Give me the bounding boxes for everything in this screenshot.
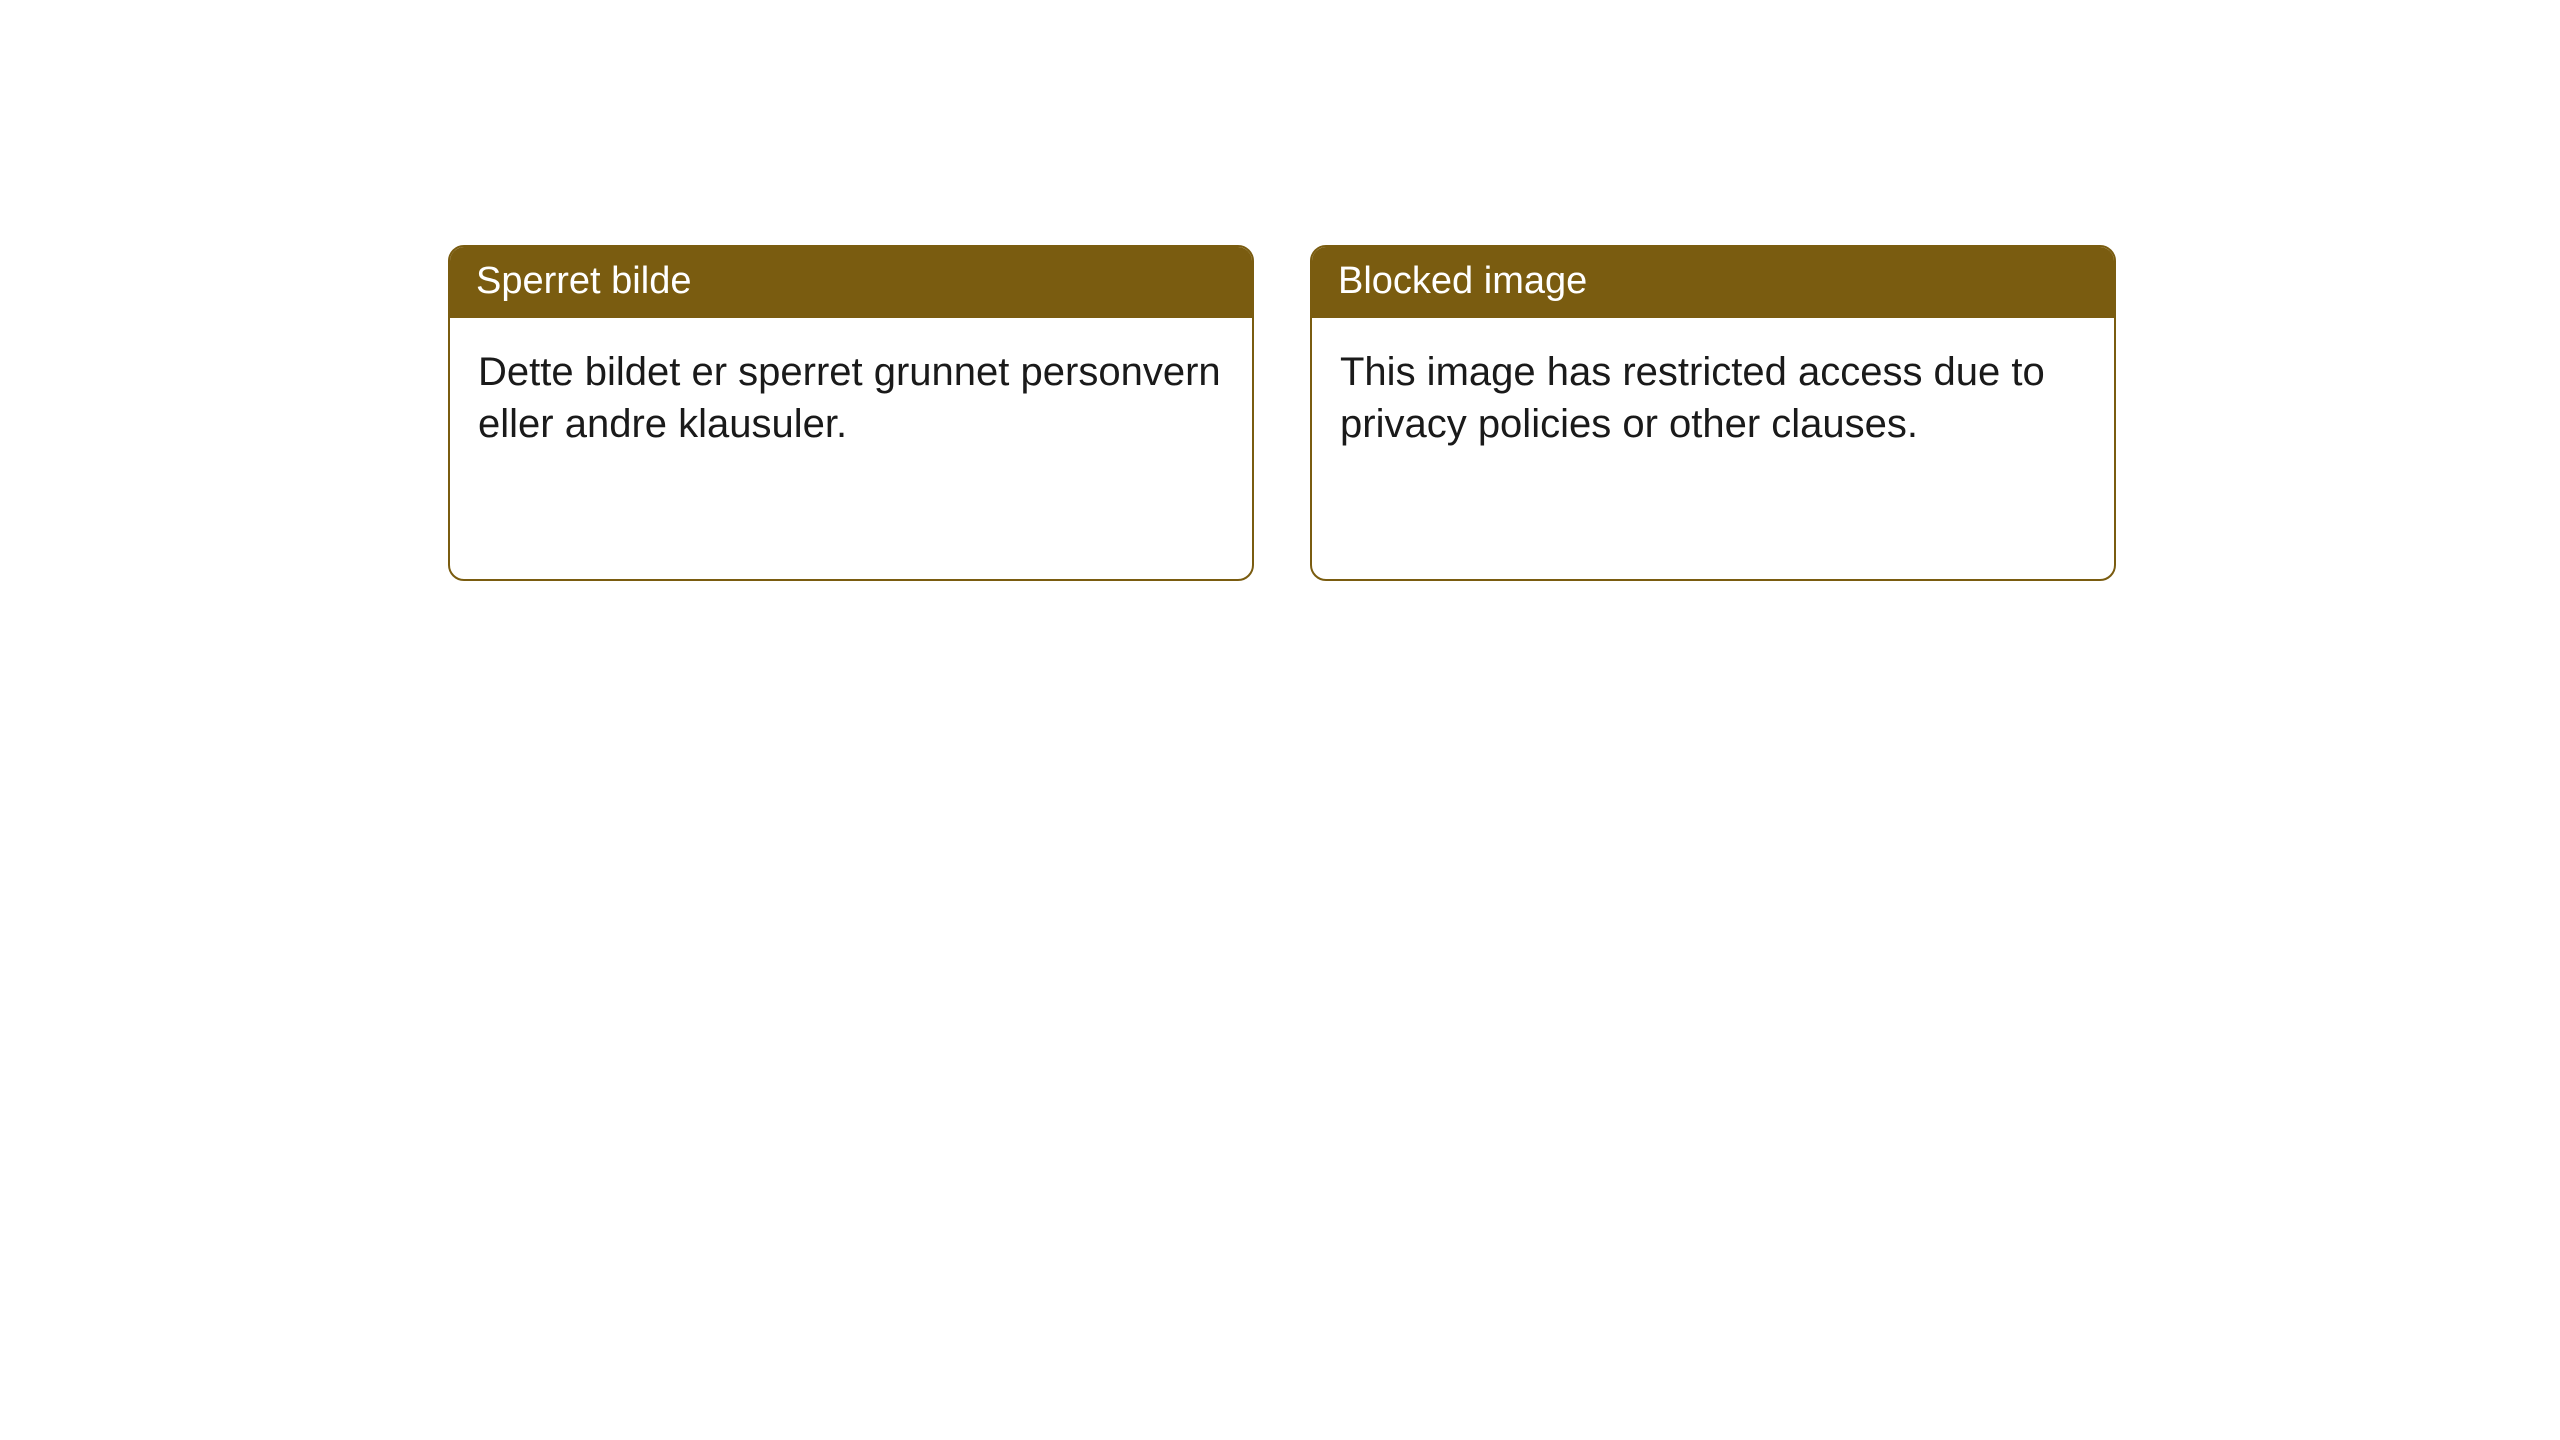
notice-container: Sperret bilde Dette bildet er sperret gr…	[448, 245, 2116, 581]
card-body: Dette bildet er sperret grunnet personve…	[450, 318, 1252, 478]
card-body-text: Dette bildet er sperret grunnet personve…	[478, 350, 1221, 446]
blocked-image-card-no: Sperret bilde Dette bildet er sperret gr…	[448, 245, 1254, 581]
card-title: Blocked image	[1338, 260, 1587, 302]
card-body: This image has restricted access due to …	[1312, 318, 2114, 478]
card-title: Sperret bilde	[476, 260, 691, 302]
card-header: Sperret bilde	[450, 247, 1252, 318]
card-body-text: This image has restricted access due to …	[1340, 350, 2045, 446]
card-header: Blocked image	[1312, 247, 2114, 318]
blocked-image-card-en: Blocked image This image has restricted …	[1310, 245, 2116, 581]
